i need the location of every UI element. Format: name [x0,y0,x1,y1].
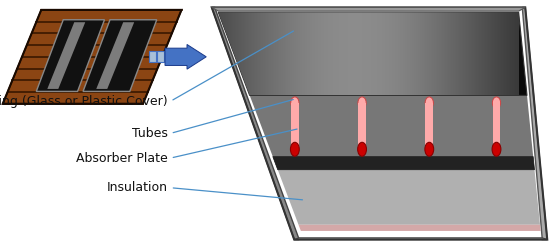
Ellipse shape [358,97,366,109]
Bar [493,103,500,149]
Polygon shape [36,20,104,91]
Text: Insulation: Insulation [107,181,168,194]
Text: Tubes: Tubes [132,127,168,140]
Polygon shape [47,22,85,89]
Bar [291,103,299,149]
Text: Glazing (Glass or Plastic Cover): Glazing (Glass or Plastic Cover) [0,95,168,108]
Ellipse shape [290,142,299,156]
Ellipse shape [492,97,500,109]
Ellipse shape [492,142,501,156]
Polygon shape [212,7,525,11]
Polygon shape [212,7,299,240]
Polygon shape [218,12,527,95]
Polygon shape [294,238,547,240]
Polygon shape [278,170,540,225]
Bar [426,103,433,149]
Text: Absorber Plate: Absorber Plate [76,152,168,165]
Ellipse shape [425,97,433,109]
Polygon shape [522,7,547,240]
Polygon shape [250,95,533,157]
FancyArrow shape [165,44,206,69]
Polygon shape [299,225,541,231]
Ellipse shape [425,142,433,156]
Polygon shape [3,10,182,104]
Bar [358,103,366,149]
Polygon shape [273,157,535,170]
Ellipse shape [358,142,366,156]
Ellipse shape [291,97,299,109]
Bar [148,51,156,62]
Bar [157,51,164,62]
Polygon shape [96,22,134,89]
Polygon shape [83,20,157,91]
